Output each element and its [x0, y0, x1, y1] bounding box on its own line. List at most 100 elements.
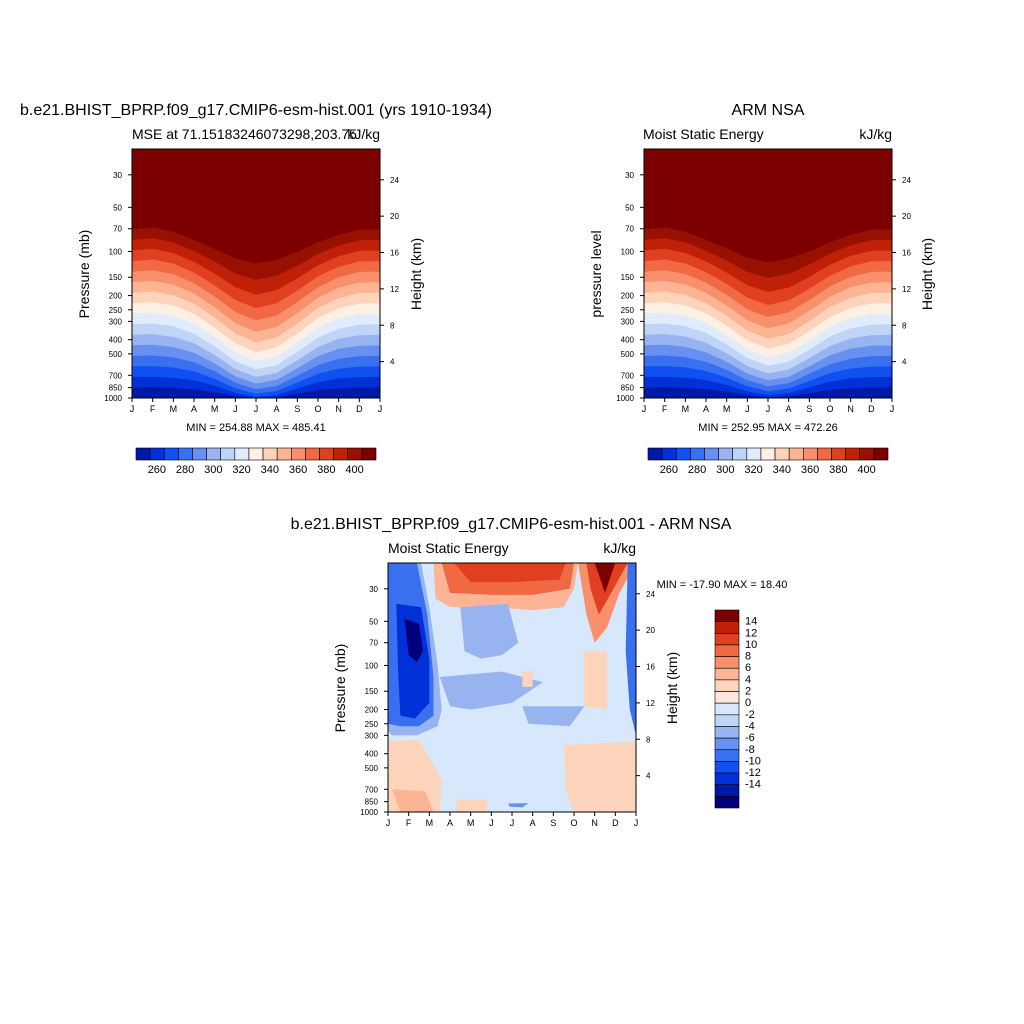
colorbar-box [714, 702, 740, 716]
colorbar-box [206, 447, 222, 461]
x-tick-label: N [591, 818, 598, 828]
x-tick-label: F [150, 404, 156, 414]
colorbar-label: -14 [745, 779, 761, 791]
colorbar-label: 380 [317, 464, 335, 476]
x-tick-label: J [766, 404, 771, 414]
y-tick-label: 250 [621, 306, 635, 315]
colorbar-label: 12 [745, 627, 757, 639]
colorbar-box [845, 447, 861, 461]
colorbar-box [290, 447, 306, 461]
x-tick-label: A [530, 818, 536, 828]
colorbar-box [675, 447, 691, 461]
panel1-title: b.e21.BHIST_BPRP.f09_g17.CMIP6-esm-hist.… [20, 102, 492, 119]
panel3-ylabel: Pressure (mb) [332, 644, 348, 733]
y-tick-label: 1000 [616, 394, 634, 403]
panel2-contour-field [644, 149, 892, 398]
y-tick-label: 400 [621, 336, 635, 345]
colorbar-label: 280 [176, 464, 194, 476]
colorbar-box [760, 447, 776, 461]
panel1-subtitle: MSE at 71.15183246073298,203.75 [132, 126, 357, 142]
y-right-tick-label: 4 [902, 358, 907, 367]
x-tick-label: M [723, 404, 731, 414]
y-right-tick-label: 20 [902, 212, 911, 221]
panel1-colorbar: 260 280 300 320 340 360 380 400 [135, 447, 377, 476]
x-tick-label: D [868, 404, 875, 414]
negative-region [439, 671, 543, 710]
colorbar-box [149, 447, 165, 461]
colorbar-box [333, 447, 349, 461]
colorbar-box [802, 447, 818, 461]
x-tick-label: M [170, 404, 178, 414]
contour-band [132, 387, 380, 398]
colorbar-box [714, 737, 740, 751]
y-tick-label: 500 [621, 350, 635, 359]
y-tick-label: 700 [109, 371, 123, 380]
y-tick-label: 100 [365, 661, 379, 670]
negative-region [404, 618, 424, 663]
colorbar-box [262, 447, 278, 461]
positive-region [392, 789, 434, 812]
x-tick-label: J [378, 404, 383, 414]
colorbar-box [714, 691, 740, 704]
colorbar-box [319, 447, 334, 461]
colorbar-label: 10 [745, 639, 757, 651]
contour-band [644, 387, 892, 398]
colorbar-label: 260 [660, 464, 678, 476]
y-tick-label: 250 [109, 306, 123, 315]
panel3-units: kJ/kg [603, 540, 636, 556]
panel3-ylabel-right: Height (km) [664, 652, 680, 724]
x-tick-label: J [254, 404, 259, 414]
x-tick-label: O [570, 818, 577, 828]
x-tick-label: M [426, 818, 434, 828]
y-right-tick-label: 8 [646, 735, 651, 744]
panel2-stats: MIN = 252.95 MAX = 472.26 [698, 422, 837, 434]
y-tick-label: 70 [113, 225, 122, 234]
y-tick-label: 250 [365, 720, 379, 729]
colorbar-label: 300 [716, 464, 734, 476]
colorbar-label: 260 [148, 464, 166, 476]
panel2-subtitle: Moist Static Energy [643, 126, 764, 142]
y-tick-label: 850 [365, 798, 379, 807]
colorbar-label: 400 [857, 464, 875, 476]
x-tick-label: A [703, 404, 709, 414]
colorbar-label: 320 [232, 464, 250, 476]
x-tick-label: J [890, 404, 895, 414]
y-right-tick-label: 20 [646, 626, 655, 635]
y-tick-label: 70 [625, 225, 634, 234]
x-tick-label: S [550, 818, 556, 828]
colorbar-label: 4 [745, 674, 751, 686]
x-tick-label: J [233, 404, 238, 414]
panel1-stats: MIN = 254.88 MAX = 485.41 [186, 422, 325, 434]
colorbar-label: 280 [688, 464, 706, 476]
panel2-ylabel-right: Height (km) [919, 238, 935, 310]
colorbar-label: -8 [745, 744, 755, 756]
y-tick-label: 30 [625, 171, 634, 180]
y-right-tick-label: 16 [902, 249, 911, 258]
y-right-tick-label: 12 [646, 699, 655, 708]
positive-region [454, 563, 566, 583]
positive-region [586, 563, 628, 615]
x-tick-label: D [356, 404, 363, 414]
colorbar-box [347, 447, 363, 461]
colorbar-box [714, 714, 740, 727]
colorbar-label: 14 [745, 616, 757, 628]
y-tick-label: 850 [621, 384, 635, 393]
colorbar-box [248, 447, 264, 461]
y-tick-label: 50 [113, 203, 122, 212]
y-right-tick-label: 4 [646, 772, 651, 781]
colorbar-label: 8 [745, 651, 751, 663]
colorbar-box [661, 447, 677, 461]
x-tick-label: J [130, 404, 135, 414]
y-tick-label: 150 [621, 273, 635, 282]
panel2-units: kJ/kg [859, 126, 892, 142]
panel-model-mse: b.e21.BHIST_BPRP.f09_g17.CMIP6-esm-hist.… [20, 102, 492, 476]
colorbar-box [714, 621, 740, 634]
colorbar-label: -12 [745, 767, 761, 779]
positive-region [456, 799, 488, 812]
y-right-tick-label: 8 [902, 321, 907, 330]
x-tick-label: A [191, 404, 197, 414]
x-tick-label: J [634, 818, 639, 828]
colorbar-box [647, 447, 663, 461]
